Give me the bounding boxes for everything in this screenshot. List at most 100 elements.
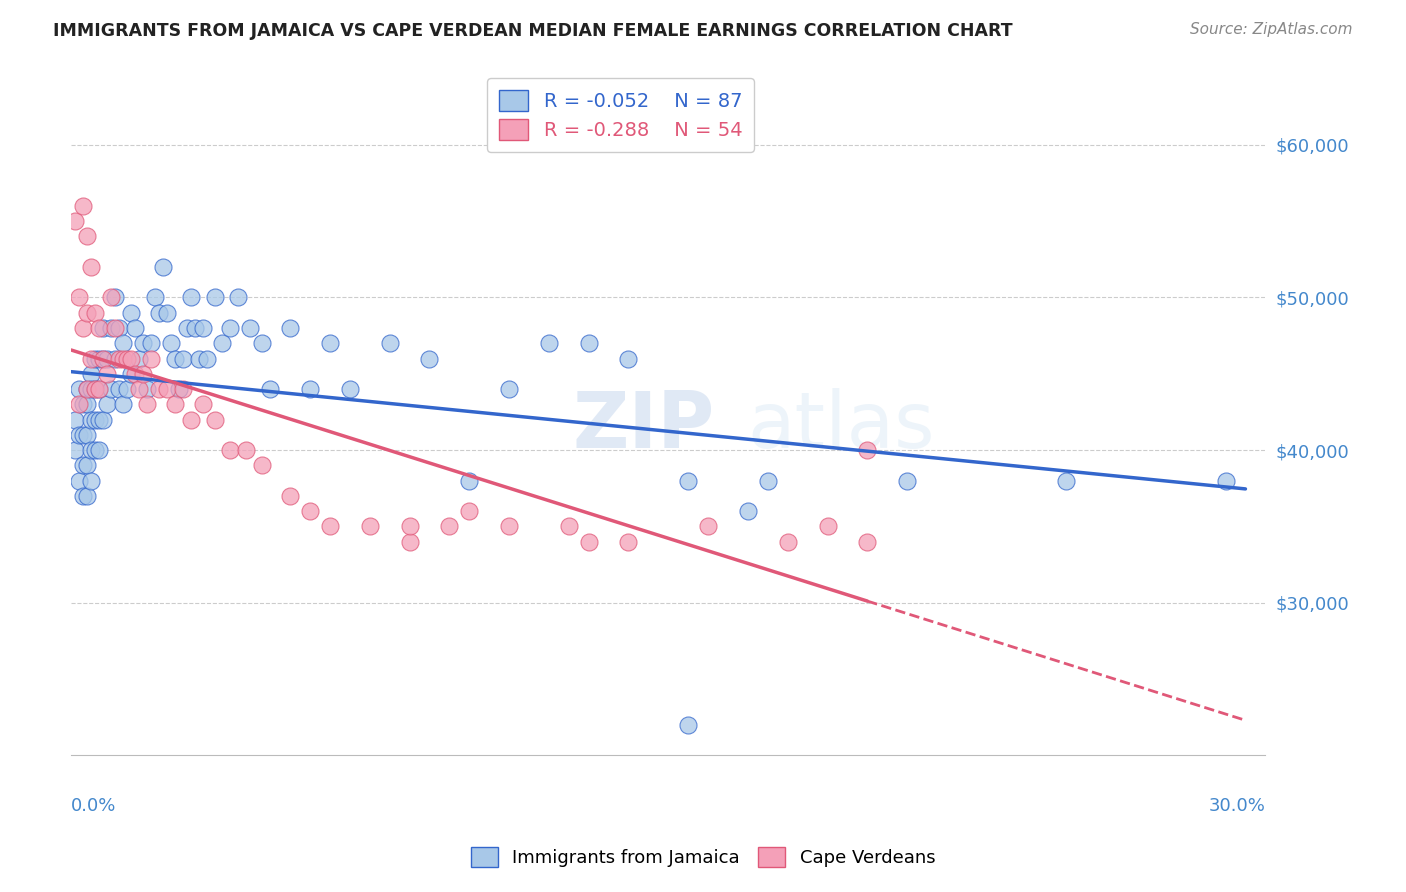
Point [359, 519, 381, 533]
Point [80, 412, 103, 426]
Point [319, 336, 342, 351]
Point [139, 351, 162, 366]
Point [183, 321, 205, 335]
Text: Source: ZipAtlas.com: Source: ZipAtlas.com [1189, 22, 1353, 37]
Point [87, 412, 110, 426]
Point [228, 290, 250, 304]
Point [87, 321, 110, 335]
Point [91, 351, 114, 366]
Point [191, 397, 214, 411]
Point [278, 489, 301, 503]
Point [578, 336, 600, 351]
Point [195, 351, 218, 366]
Point [235, 443, 257, 458]
Point [84, 351, 107, 366]
Point [676, 474, 699, 488]
Point [211, 336, 233, 351]
Point [676, 718, 699, 732]
Point [91, 412, 114, 426]
Point [259, 382, 281, 396]
Point [72, 199, 94, 213]
Point [91, 351, 114, 366]
Point [156, 306, 179, 320]
Point [172, 382, 194, 396]
Point [219, 321, 242, 335]
Point [111, 336, 134, 351]
Point [67, 290, 90, 304]
Point [191, 321, 214, 335]
Point [76, 229, 98, 244]
Point [187, 351, 209, 366]
Point [72, 489, 94, 503]
Point [152, 260, 174, 274]
Point [172, 351, 194, 366]
Point [84, 443, 107, 458]
Point [148, 382, 170, 396]
Point [776, 534, 799, 549]
Point [63, 443, 86, 458]
Point [84, 382, 107, 396]
Point [697, 519, 720, 533]
Point [104, 351, 127, 366]
Point [80, 382, 103, 396]
Point [76, 427, 98, 442]
Point [104, 290, 127, 304]
Point [80, 351, 103, 366]
Point [87, 382, 110, 396]
Point [87, 382, 110, 396]
Point [135, 382, 157, 396]
Point [319, 519, 342, 533]
Point [239, 321, 262, 335]
Point [124, 367, 146, 381]
Point [128, 382, 150, 396]
Point [278, 321, 301, 335]
Point [737, 504, 759, 518]
Point [163, 351, 186, 366]
Point [111, 397, 134, 411]
Point [148, 306, 170, 320]
Point [299, 504, 322, 518]
Point [67, 382, 90, 396]
Point [67, 474, 90, 488]
Point [63, 412, 86, 426]
Point [100, 290, 122, 304]
Point [80, 367, 103, 381]
Point [458, 474, 481, 488]
Point [87, 351, 110, 366]
Point [67, 397, 90, 411]
Point [398, 519, 420, 533]
Point [817, 519, 839, 533]
Point [100, 382, 122, 396]
Point [163, 397, 186, 411]
Point [578, 534, 600, 549]
Point [115, 351, 138, 366]
Point [180, 412, 202, 426]
Point [104, 321, 127, 335]
Point [378, 336, 401, 351]
Point [120, 367, 142, 381]
Point [398, 534, 420, 549]
Point [128, 351, 150, 366]
Point [80, 260, 103, 274]
Point [143, 290, 166, 304]
Point [84, 382, 107, 396]
Point [84, 306, 107, 320]
Point [1215, 474, 1237, 488]
Point [72, 321, 94, 335]
Point [76, 306, 98, 320]
Point [252, 336, 274, 351]
Point [856, 534, 879, 549]
Point [1054, 474, 1077, 488]
Point [418, 351, 440, 366]
Point [537, 336, 560, 351]
Point [159, 336, 181, 351]
Point [63, 214, 86, 228]
Text: 30.0%: 30.0% [1209, 797, 1265, 814]
Point [120, 306, 142, 320]
Point [856, 443, 879, 458]
Point [458, 504, 481, 518]
Point [617, 534, 640, 549]
Point [339, 382, 361, 396]
Point [180, 290, 202, 304]
Point [100, 321, 122, 335]
